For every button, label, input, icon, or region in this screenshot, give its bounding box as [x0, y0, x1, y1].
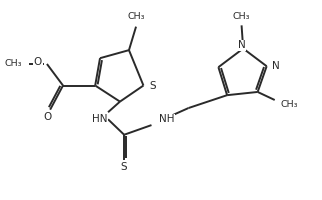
Text: NH: NH [159, 114, 175, 124]
Text: N: N [272, 61, 280, 71]
Text: CH₃: CH₃ [127, 12, 145, 21]
Text: O: O [34, 57, 42, 67]
Text: CH₃: CH₃ [4, 59, 22, 68]
Text: S: S [149, 81, 156, 91]
Text: S: S [121, 162, 128, 172]
Text: CH₃: CH₃ [233, 12, 250, 21]
Text: O: O [43, 112, 52, 122]
Text: N: N [238, 40, 245, 50]
Text: CH₃: CH₃ [280, 100, 298, 109]
Text: HN: HN [92, 114, 108, 124]
